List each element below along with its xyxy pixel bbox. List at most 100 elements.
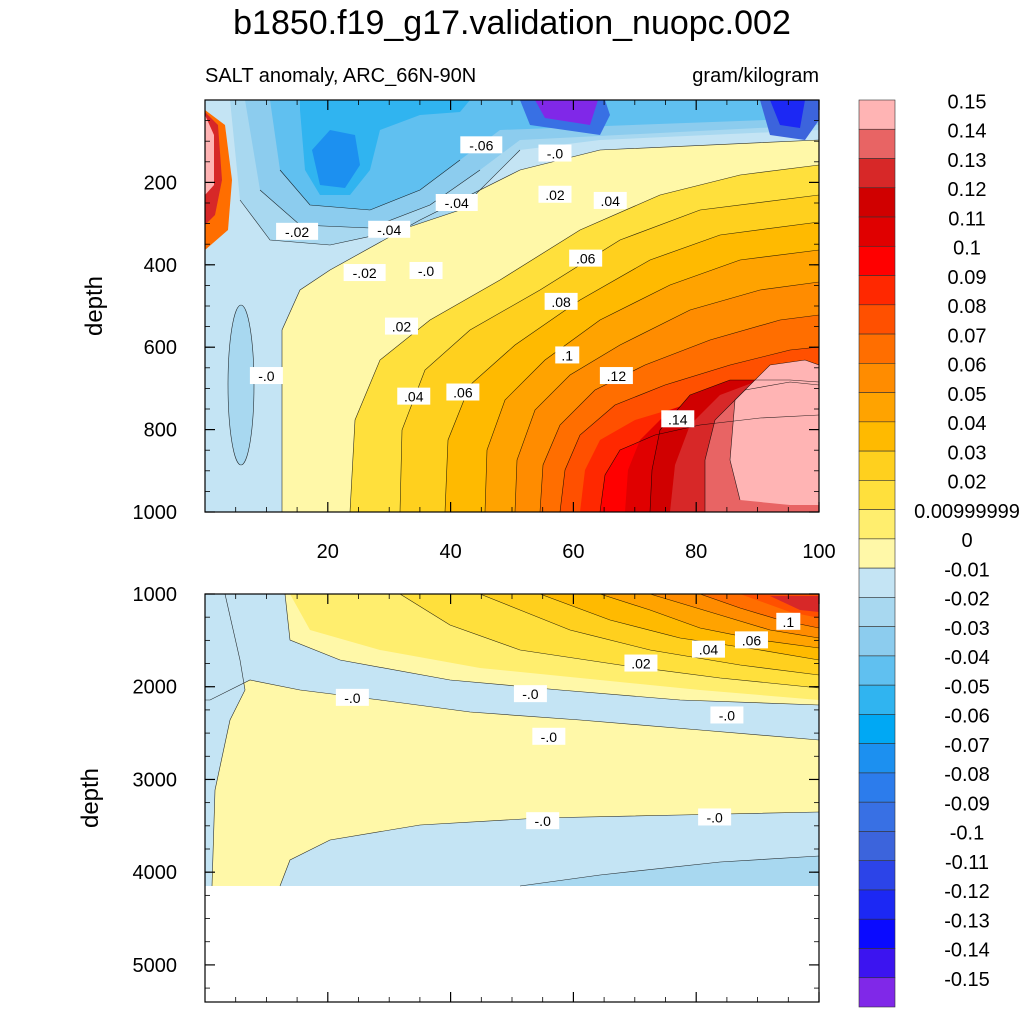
contour-label-text: -.0 xyxy=(522,686,539,702)
colorbar-swatch xyxy=(858,626,896,657)
contour-label: -.0 xyxy=(526,812,560,830)
x-tick-label: 80 xyxy=(685,541,707,563)
contour-label: -.04 xyxy=(368,220,411,238)
colorbar-swatch xyxy=(858,392,896,423)
colorbar-label: 0.08 xyxy=(948,296,987,318)
contour-label-text: .02 xyxy=(392,319,412,335)
contour-label-bg xyxy=(661,410,695,428)
colorbar-swatch xyxy=(858,743,896,774)
contour-label: .1 xyxy=(776,612,801,630)
contour-label-bg xyxy=(593,191,627,209)
colorbar-label: 0.12 xyxy=(948,179,987,201)
colorbar-label: -0.09 xyxy=(944,793,990,815)
contour-label-bg xyxy=(624,654,658,672)
contour-label: .06 xyxy=(734,631,768,649)
lower-ylabel: depth xyxy=(77,768,104,828)
colorbar-label: 0.02 xyxy=(948,472,987,494)
contour-label-bg xyxy=(569,249,603,267)
colorbar-swatch xyxy=(858,831,896,862)
y-tick-label: 4000 xyxy=(133,862,178,884)
y-tick-label: 2000 xyxy=(133,677,178,699)
contour-label-text: -.0 xyxy=(344,690,361,706)
contour-label-bg xyxy=(691,640,725,658)
contour-label-bg xyxy=(555,346,580,364)
contour-label-text: .1 xyxy=(782,614,794,630)
contour-label-text: -.0 xyxy=(541,729,558,745)
colorbar-label: -0.15 xyxy=(944,969,990,991)
contour-label: .1 xyxy=(555,346,580,364)
colorbar-label: -0.03 xyxy=(944,618,990,640)
contour-label-text: .02 xyxy=(545,187,565,203)
colorbar-label: -0.1 xyxy=(950,823,984,845)
contour-label-bg xyxy=(710,706,744,724)
colorbar-swatch xyxy=(858,684,896,715)
lower-contour-labels: .1 .06 .04 .02 -.0 -.0 -.0 -.0 -.0 -.0 xyxy=(335,612,801,830)
colorbar-swatch xyxy=(858,304,896,335)
contour-label: -.0 xyxy=(513,685,547,703)
colorbar-label: 0.15 xyxy=(948,91,987,113)
contour-label-bg xyxy=(538,185,572,203)
contour-label-text: -.0 xyxy=(258,368,275,384)
colorbar-label: -0.14 xyxy=(944,940,990,962)
contour-label-bg xyxy=(446,383,480,401)
colorbar-label: -0.13 xyxy=(944,910,990,932)
y-tick-label: 400 xyxy=(144,255,177,277)
contour-label-text: .04 xyxy=(699,642,719,658)
contour-label: .02 xyxy=(624,654,658,672)
colorbar-label: 0.03 xyxy=(948,442,987,464)
y-tick-label: 5000 xyxy=(133,955,178,977)
y-tick-label: 800 xyxy=(144,420,177,442)
colorbar-label: 0 xyxy=(961,530,972,552)
contour-label: -.04 xyxy=(435,194,478,211)
x-tick-label: 20 xyxy=(317,541,339,563)
contour-label: .14 xyxy=(661,410,695,428)
contour-label: .06 xyxy=(446,383,480,401)
contour-label-text: .12 xyxy=(607,368,627,384)
upper-panel-field xyxy=(205,100,819,512)
contour-label-text: .06 xyxy=(742,632,762,648)
contour-label-bg xyxy=(532,727,566,745)
colorbar-label: -0.06 xyxy=(944,706,990,728)
contour-label: -.0 xyxy=(710,706,744,724)
colorbar-swatch xyxy=(858,245,896,276)
contour-label-bg xyxy=(776,612,801,630)
upper-ylabel: depth xyxy=(81,276,108,336)
colorbar-swatch xyxy=(858,216,896,247)
contour-label-text: -.04 xyxy=(377,222,401,238)
contour-label-text: .1 xyxy=(561,347,573,363)
colorbar-label: -0.01 xyxy=(944,559,990,581)
colorbar-label: -0.07 xyxy=(944,735,990,757)
colorbar-swatch xyxy=(858,480,896,510)
lower-axes: 1000 2000 3000 4000 5000 xyxy=(133,584,820,1002)
contour-label-bg xyxy=(435,194,478,211)
colorbar-swatch xyxy=(858,538,896,569)
x-tick-label: 40 xyxy=(439,541,461,563)
colorbar-label: 0.1 xyxy=(953,238,981,260)
contour-label-text: -.0 xyxy=(547,146,564,162)
y-tick-label: 200 xyxy=(144,172,177,194)
y-tick-label: 1000 xyxy=(133,502,178,524)
contour-label-text: -.04 xyxy=(445,195,469,211)
contour-label: .04 xyxy=(593,191,627,209)
colorbar-label: 0.06 xyxy=(948,355,987,377)
colorbar-label: 0.04 xyxy=(948,413,987,435)
contour-label-text: -.0 xyxy=(719,707,736,723)
contour-label: -.0 xyxy=(409,261,443,279)
contour-label-bg xyxy=(544,292,578,310)
upper-axes: 200 400 600 800 1000 20 40 60 80 100 xyxy=(133,99,836,563)
contour-label: -.0 xyxy=(538,144,572,162)
contour-label-bg xyxy=(397,387,431,405)
colorbar-swatch xyxy=(858,889,896,920)
colorbar-label: 0.13 xyxy=(948,150,987,172)
contour-label-bg xyxy=(249,367,283,385)
variable-label: SALT anomaly, ARC_66N-90N xyxy=(205,65,476,87)
contour-label-bg xyxy=(513,685,547,703)
colorbar-swatch xyxy=(858,99,896,130)
contour-label: -.06 xyxy=(460,136,503,154)
contour-label-bg xyxy=(526,812,560,830)
x-tick-label: 60 xyxy=(562,541,584,563)
contour-label-text: -.0 xyxy=(706,809,723,825)
colorbar-swatch xyxy=(858,275,896,306)
colorbar-swatch xyxy=(858,655,896,686)
contour-label-text: .06 xyxy=(453,385,473,401)
